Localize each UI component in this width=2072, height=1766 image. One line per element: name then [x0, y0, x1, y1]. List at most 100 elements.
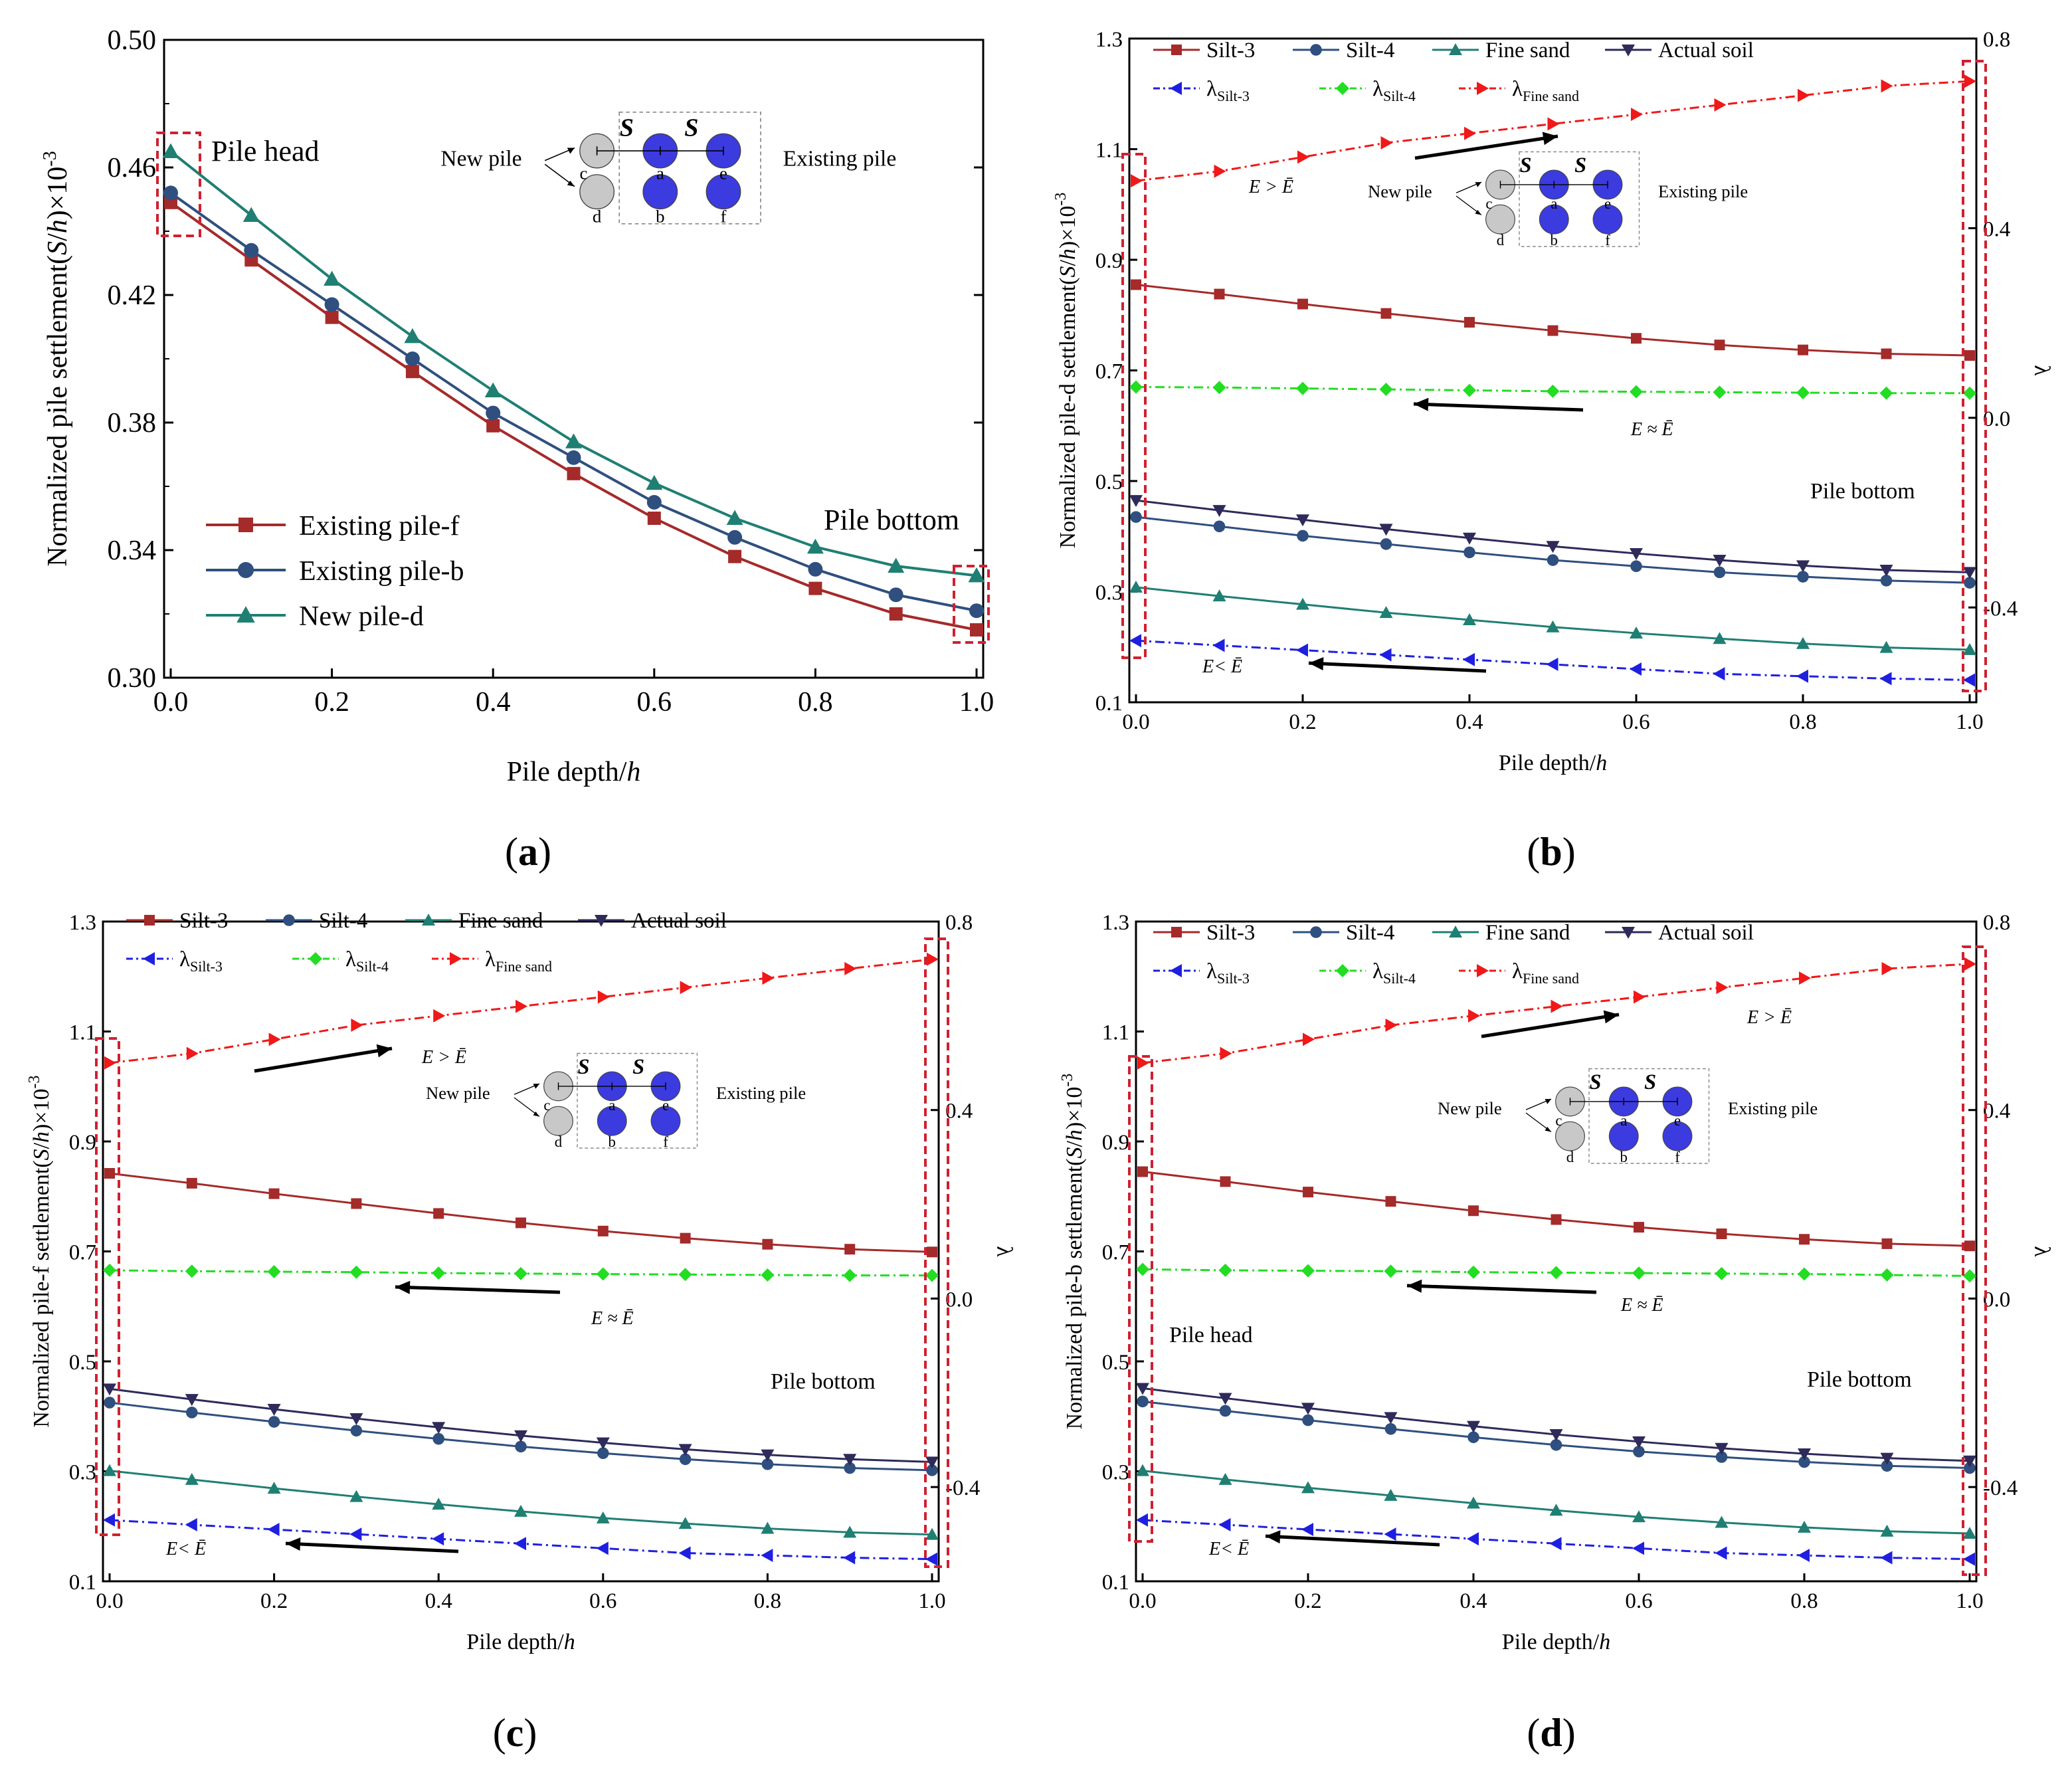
data-point: [1799, 1234, 1810, 1245]
data-point: [1630, 626, 1643, 638]
data-point: [405, 351, 420, 366]
arrow-head: [533, 1111, 539, 1117]
legend-label: New pile-d: [299, 601, 424, 632]
data-point: [514, 1266, 527, 1280]
spacing-label: S: [684, 114, 698, 142]
data-point: [1798, 1267, 1811, 1281]
existing-pile-group-box: [1519, 151, 1640, 247]
data-point: [927, 1246, 937, 1258]
data-point: [678, 1517, 692, 1529]
data-point: [1630, 662, 1642, 676]
series-lambda-silt-3: [1129, 634, 1975, 687]
data-point: [1546, 541, 1560, 553]
spacing-label: S: [1574, 153, 1586, 177]
data-point: [1964, 1240, 1975, 1252]
legend-marker: [595, 915, 608, 927]
pile-label: c: [1555, 1112, 1562, 1129]
data-point: [1963, 642, 1976, 655]
trend-arrow-head: [376, 1044, 392, 1058]
y-tick-label: 0.3: [1102, 1461, 1129, 1485]
data-point: [566, 450, 581, 465]
series-line: [109, 1519, 933, 1561]
data-point: [267, 1403, 281, 1416]
y-tick-label: 1.1: [69, 1021, 96, 1045]
data-point: [565, 433, 582, 448]
trend-arrow: [395, 1285, 561, 1294]
y2-tick-label: -0.4: [945, 1476, 980, 1500]
data-point: [1798, 1448, 1811, 1461]
data-point: [646, 474, 663, 490]
data-point: [762, 1238, 773, 1250]
x-tick-label: 0.8: [798, 687, 833, 718]
legend-marker: [1449, 43, 1462, 55]
e-approx-label: E ≈ Ē: [1630, 419, 1673, 440]
data-point: [1384, 1488, 1398, 1501]
data-point: [1131, 279, 1141, 290]
spacing-label: S: [1520, 153, 1532, 177]
data-point: [647, 512, 661, 525]
data-point: [1632, 1510, 1646, 1523]
x-axis-label-italic: h: [1596, 751, 1607, 775]
data-point: [1963, 567, 1976, 579]
data-point: [1301, 1264, 1315, 1278]
data-point: [1713, 667, 1725, 681]
existing-pile-group-box: [577, 1052, 698, 1149]
y-label-part: /: [29, 1142, 54, 1149]
data-point: [1212, 589, 1226, 602]
data-point: [1633, 1445, 1645, 1458]
data-point: [1880, 1551, 1893, 1565]
data-point: [1297, 298, 1308, 310]
data-point: [889, 607, 903, 621]
y-tick-label: 1.3: [1102, 911, 1129, 935]
data-point: [1716, 1228, 1727, 1240]
data-point: [1379, 524, 1393, 536]
data-point: [1551, 1214, 1562, 1225]
y-label-part: S: [1056, 266, 1080, 278]
data-point: [1713, 632, 1727, 644]
series-new-pile-d: [162, 143, 985, 583]
data-point: [325, 310, 339, 324]
x-tick-label: 0.2: [314, 687, 349, 718]
data-point: [646, 495, 662, 510]
pile-d: [579, 174, 615, 210]
highlight-box: [953, 565, 990, 644]
series-line: [1135, 639, 1970, 681]
y-tick-label: 0.38: [108, 408, 157, 439]
legend-label: λSilt-4: [1372, 959, 1416, 987]
existing-pile-label: Existing pile: [716, 1083, 806, 1103]
spacing-label: S: [620, 114, 634, 142]
pile-label: d: [555, 1133, 563, 1150]
y-tick-label: 0.30: [108, 663, 157, 694]
legend-marker: [450, 952, 462, 965]
data-point: [596, 1541, 609, 1555]
legend-marker: [238, 518, 253, 532]
data-point: [678, 1268, 692, 1282]
data-point: [1715, 1546, 1727, 1560]
data-point: [1546, 620, 1560, 633]
data-point: [1302, 1414, 1314, 1426]
y-axis-label: Normalized pile-b settlement(S/h)×10-3: [1059, 1074, 1087, 1430]
pile-label: d: [593, 207, 602, 227]
data-point: [516, 999, 527, 1013]
data-point: [1380, 308, 1392, 319]
data-point: [486, 419, 500, 433]
series-actual-soil: [103, 1383, 939, 1469]
pile-b: [1608, 1121, 1639, 1151]
data-point: [268, 1032, 281, 1046]
y2-axis-label: λ: [992, 1246, 1016, 1257]
pile-label: b: [609, 1133, 616, 1150]
data-point: [484, 382, 502, 397]
pile-label: f: [1675, 1149, 1680, 1165]
series-lambda-fine-sand: [1137, 957, 1976, 1070]
data-point: [1384, 1423, 1397, 1435]
series-existing-pile-f: [164, 195, 983, 637]
y-tick-label: 1.1: [1102, 1021, 1129, 1045]
panel-caption: (a): [505, 830, 551, 874]
data-point: [1464, 317, 1475, 328]
legend-label: Silt-3: [1206, 39, 1255, 62]
legend-sub: Silt-4: [356, 958, 389, 975]
existing-pile-label: Existing pile: [1658, 181, 1748, 201]
arrow-head: [1545, 1126, 1551, 1132]
data-point: [1714, 98, 1727, 112]
legend-label: λFine sand: [1512, 77, 1579, 104]
